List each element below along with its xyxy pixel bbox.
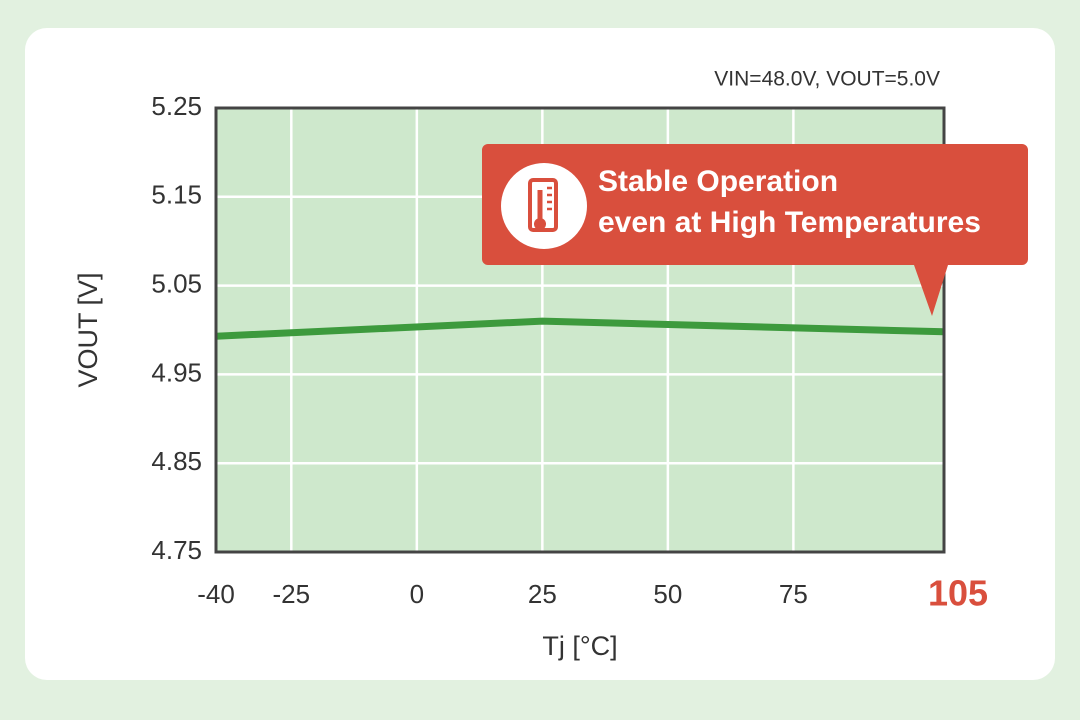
y-tick-label: 5.15 <box>151 180 202 210</box>
icon-frame <box>528 178 558 232</box>
callout: Stable Operation even at High Temperatur… <box>482 144 1028 316</box>
callout-text: even at High Temperatures <box>598 206 981 239</box>
x-tick-label: -25 <box>273 579 311 609</box>
x-tick-label: 75 <box>779 579 808 609</box>
callout-box <box>482 144 1028 316</box>
y-tick-label: 5.05 <box>151 268 202 298</box>
y-axis-label: VOUT [V] <box>73 272 103 387</box>
y-tick-label: 4.95 <box>151 357 202 387</box>
y-tick-label: 5.25 <box>151 91 202 121</box>
plot-frame <box>214 106 946 554</box>
x-tick-label: 105 <box>928 573 988 614</box>
subtitle: VIN=48.0V, VOUT=5.0V <box>714 68 940 91</box>
icon-circle <box>501 163 587 249</box>
icon-bulb <box>534 218 546 230</box>
y-tick-label: 4.85 <box>151 446 202 476</box>
y-tick-label: 4.75 <box>151 535 202 565</box>
x-tick-label: 25 <box>528 579 557 609</box>
x-tick-label: 0 <box>410 579 424 609</box>
data-line <box>215 317 945 340</box>
x-tick-label: -40 <box>197 579 235 609</box>
x-axis-label: Tj [°C] <box>542 631 617 661</box>
icon-scale <box>547 186 552 211</box>
x-tick-label: 50 <box>653 579 682 609</box>
callout-text: Stable Operation <box>598 165 838 198</box>
